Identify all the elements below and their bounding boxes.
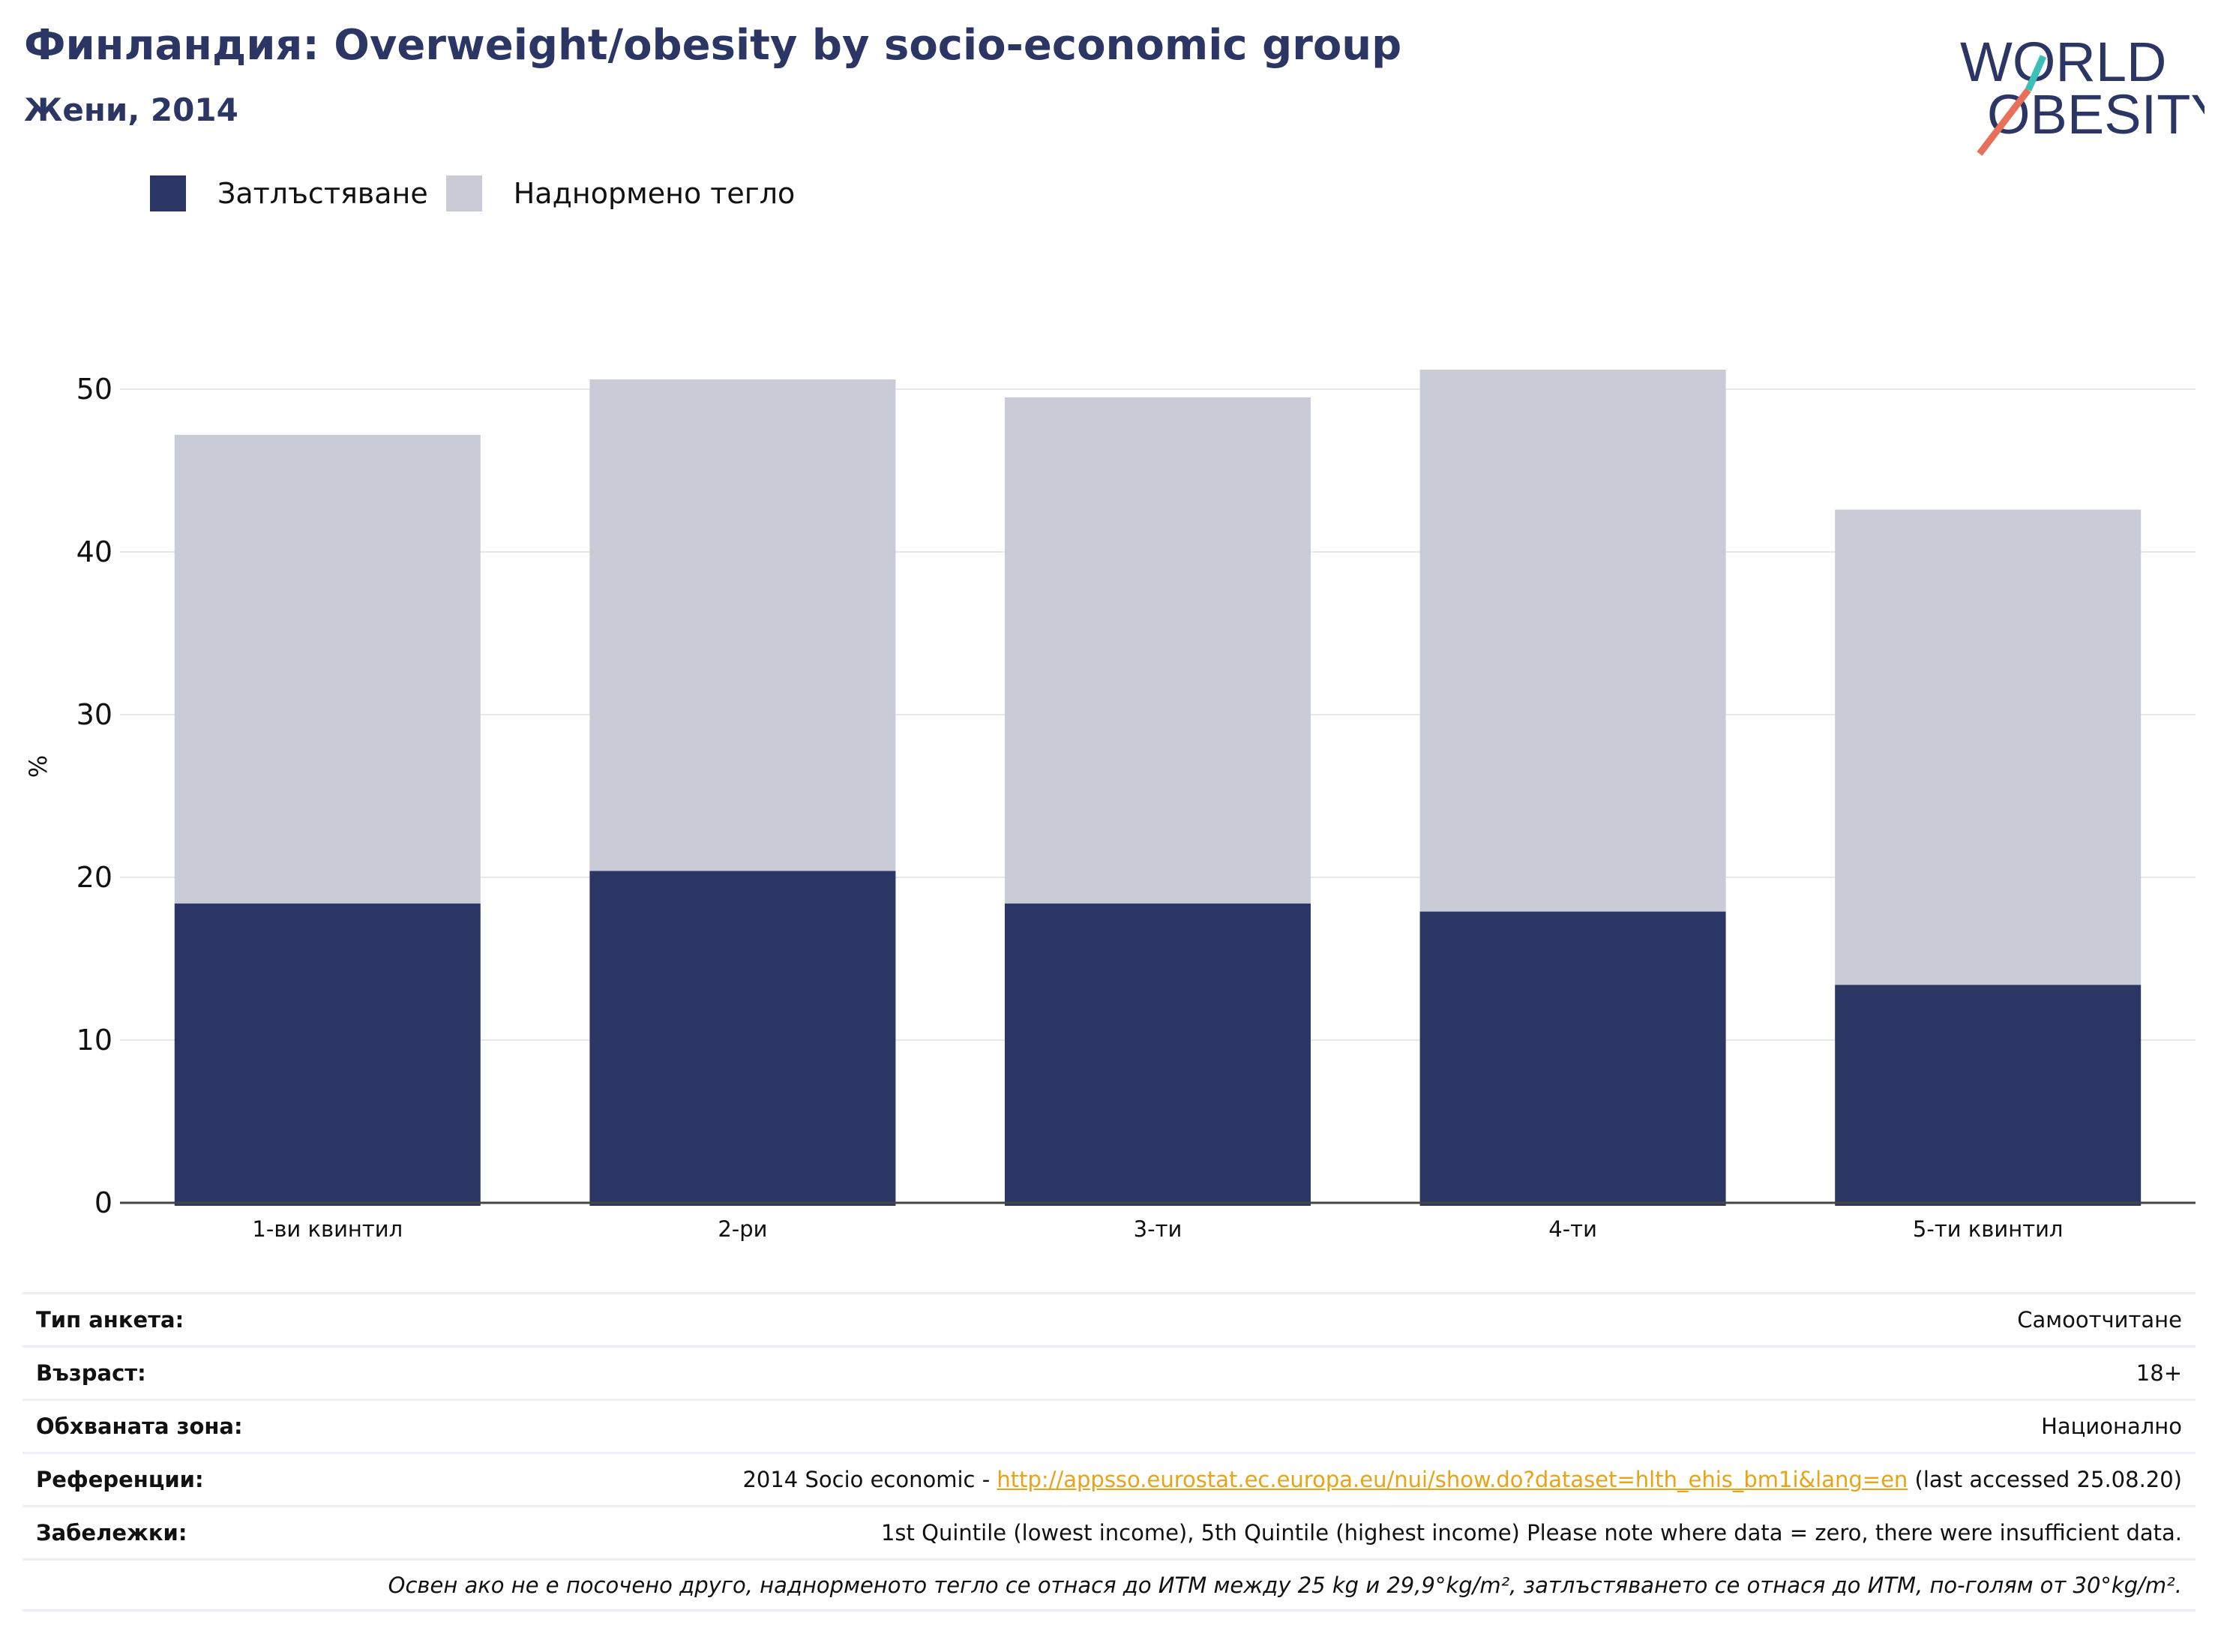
info-label-notes: Забележки: (36, 1520, 187, 1546)
info-row-area: Обхваната зона: Национално (22, 1399, 2196, 1452)
reference-prefix: 2014 Socio economic - (742, 1467, 997, 1492)
bar-overweight-2 (589, 379, 896, 871)
info-value-area: Национално (2041, 1414, 2182, 1439)
y-tick-label: 40 (76, 535, 112, 568)
info-row-age: Възраст: 18+ (22, 1345, 2196, 1399)
bar-obesity-1 (174, 903, 481, 1206)
info-value-references: 2014 Socio economic - http://appsso.euro… (742, 1467, 2182, 1492)
x-tick-label: 2-ри (718, 1216, 767, 1242)
x-tick-label: 1-ви квинтил (252, 1216, 403, 1242)
y-axis-ticks: 0 10 20 30 40 50 (76, 373, 112, 1219)
logo-slash-teal (2025, 55, 2047, 91)
info-value-survey-type: Самоотчитане (2017, 1307, 2182, 1333)
info-label-references: Референции: (36, 1467, 204, 1492)
bar-obesity-3 (1005, 903, 1311, 1206)
logo-word-1: WORLD (1960, 31, 2166, 93)
bar-obesity-5 (1835, 985, 2142, 1206)
bar-overweight-5 (1835, 509, 2142, 985)
info-row-references: Референции: 2014 Socio economic - http:/… (22, 1452, 2196, 1505)
info-label-area: Обхваната зона: (36, 1414, 243, 1439)
x-tick-label: 5-ти квинтил (1913, 1216, 2064, 1242)
legend-label-obesity: Затлъстяване (217, 177, 428, 210)
x-tick-label: 3-ти (1134, 1216, 1182, 1242)
footnote-text: Освен ако не е посочено друго, наднормен… (388, 1572, 2182, 1598)
legend-label-overweight: Наднормено тегло (513, 177, 796, 210)
bar-obesity-2 (589, 871, 896, 1206)
legend-item-obesity: Затлъстяване (150, 175, 428, 211)
bar-overweight-4 (1419, 369, 1726, 912)
y-tick-label: 20 (76, 861, 112, 894)
bar-overweight-1 (174, 434, 481, 904)
x-tick-label: 4-ти (1548, 1216, 1597, 1242)
info-row-footnote: Освен ако не е посочено друго, наднормен… (22, 1558, 2196, 1612)
y-axis-label: % (24, 755, 52, 778)
y-tick-label: 0 (94, 1186, 112, 1219)
bars (174, 369, 2142, 1206)
legend-item-overweight: Наднормено тегло (445, 175, 796, 211)
x-axis-ticks: 1-ви квинтил 2-ри 3-ти 4-ти 5-ти квинтил (252, 1216, 2063, 1242)
info-row-survey-type: Тип анкета: Самоотчитане (22, 1292, 2196, 1345)
chart-subtitle: Жени, 2014 (24, 91, 238, 128)
reference-link[interactable]: http://appsso.eurostat.ec.europa.eu/nui/… (997, 1467, 1908, 1492)
legend-swatch-overweight (445, 175, 482, 211)
bar-obesity-4 (1419, 911, 1726, 1206)
chart-legend: Затлъстяване Наднормено тегло (150, 172, 813, 214)
bar-chart: 0 10 20 30 40 50 1-ви квинтил 2-ри 3-ти 4-ти 5-ти… (24, 369, 2196, 1242)
info-label-age: Възраст: (36, 1360, 146, 1386)
y-tick-label: 10 (76, 1024, 112, 1057)
y-tick-label: 30 (76, 698, 112, 731)
info-value-age: 18+ (2136, 1360, 2182, 1386)
logo-slash-coral (1977, 88, 2031, 156)
reference-suffix: (last accessed 25.08.20) (1908, 1467, 2183, 1492)
bar-overweight-3 (1005, 397, 1311, 904)
world-obesity-logo: WORLD OBESITY (1950, 15, 2218, 160)
info-label-survey-type: Тип анкета: (36, 1307, 184, 1333)
chart-title: Финландия: Overweight/obesity by socio-e… (24, 21, 1402, 70)
info-row-notes: Забележки: 1st Quintile (lowest income),… (22, 1505, 2196, 1558)
y-tick-label: 50 (76, 373, 112, 406)
info-table: Тип анкета: Самоотчитане Възраст: 18+ Об… (22, 1292, 2196, 1612)
legend-swatch-obesity (150, 175, 186, 211)
info-value-notes: 1st Quintile (lowest income), 5th Quinti… (880, 1520, 2182, 1546)
